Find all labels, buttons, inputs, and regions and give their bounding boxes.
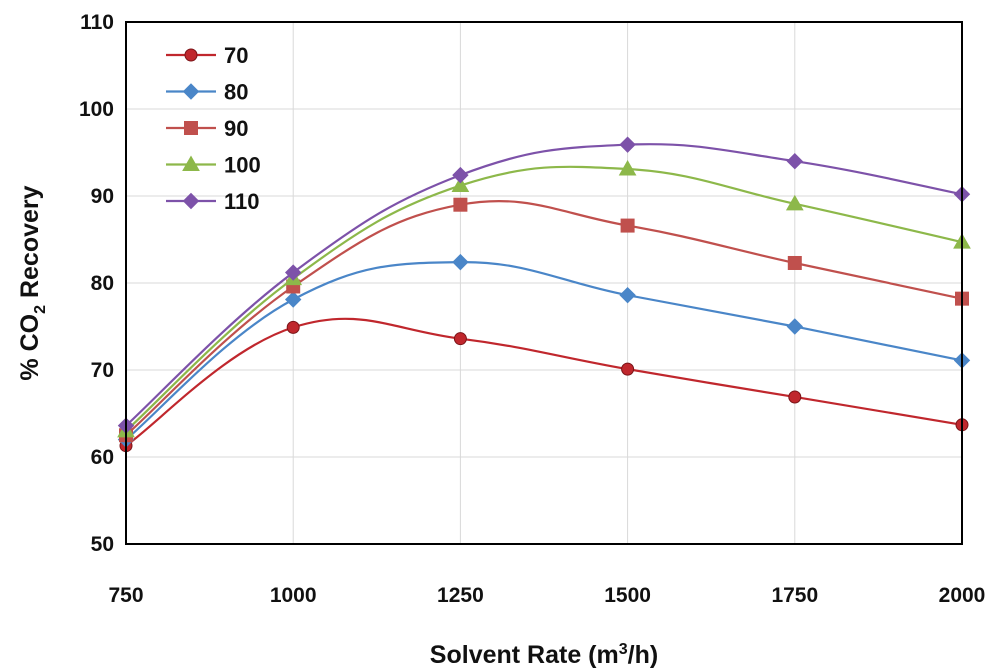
legend-marker (182, 83, 200, 100)
data-point (452, 166, 469, 184)
legend-item: 70 (166, 43, 248, 68)
data-point (619, 286, 636, 304)
legend-label: 110 (224, 189, 260, 214)
y-tick-label: 80 (91, 272, 114, 295)
data-point (284, 264, 302, 281)
series-lines (117, 136, 971, 453)
data-point (286, 320, 300, 334)
legend-label: 90 (224, 116, 248, 141)
data-point (786, 318, 804, 335)
legend-item: 110 (166, 189, 260, 214)
grid (125, 21, 963, 545)
data-point (620, 218, 635, 233)
y-tick-label: 110 (80, 11, 114, 34)
y-tick-label: 50 (91, 533, 114, 556)
series-70 (119, 317, 969, 453)
x-tick-label: 1000 (270, 584, 317, 607)
plot-area (125, 21, 963, 545)
legend-label: 100 (224, 153, 261, 178)
legend: 70 80 90 100 110 (166, 43, 261, 214)
x-tick-label: 1750 (771, 584, 818, 607)
data-point (621, 362, 635, 376)
legend-item: 90 (166, 116, 248, 141)
y-axis-ticks: 50 60 70 80 90 100 110 (79, 11, 114, 556)
series-line (125, 143, 963, 427)
legend-item: 80 (166, 80, 248, 105)
data-point (453, 332, 467, 346)
series-line (125, 261, 963, 441)
data-point (452, 253, 469, 271)
series-110 (117, 136, 971, 434)
x-axis-ticks: 750 1000 1250 1500 1750 2000 (108, 584, 985, 607)
data-point (284, 291, 302, 308)
y-tick-label: 100 (79, 98, 114, 121)
series-line (125, 165, 963, 432)
legend-label: 80 (224, 80, 248, 105)
legend-item: 100 (166, 153, 261, 178)
series-line (125, 317, 963, 447)
data-point (453, 197, 468, 212)
data-point (786, 152, 804, 170)
y-tick-label: 70 (91, 359, 114, 382)
data-point (619, 136, 636, 153)
x-axis-title: Solvent Rate (m3/h) (430, 641, 658, 669)
legend-marker (184, 48, 198, 62)
data-point (618, 160, 637, 176)
data-point (785, 194, 804, 211)
y-tick-label: 90 (91, 185, 114, 208)
legend-marker (182, 192, 200, 210)
legend-label: 70 (224, 43, 248, 68)
series-line (125, 199, 963, 437)
x-tick-label: 750 (108, 584, 143, 607)
legend-marker (182, 155, 200, 171)
x-tick-label: 1500 (604, 584, 651, 607)
legend-marker (184, 121, 198, 135)
x-tick-label: 1250 (437, 584, 484, 607)
x-tick-label: 2000 (939, 584, 986, 607)
y-axis-title: % CO2 Recovery (16, 185, 49, 380)
y-tick-label: 60 (91, 446, 114, 469)
data-point (787, 255, 802, 270)
data-point (451, 176, 470, 193)
data-point (788, 390, 802, 404)
